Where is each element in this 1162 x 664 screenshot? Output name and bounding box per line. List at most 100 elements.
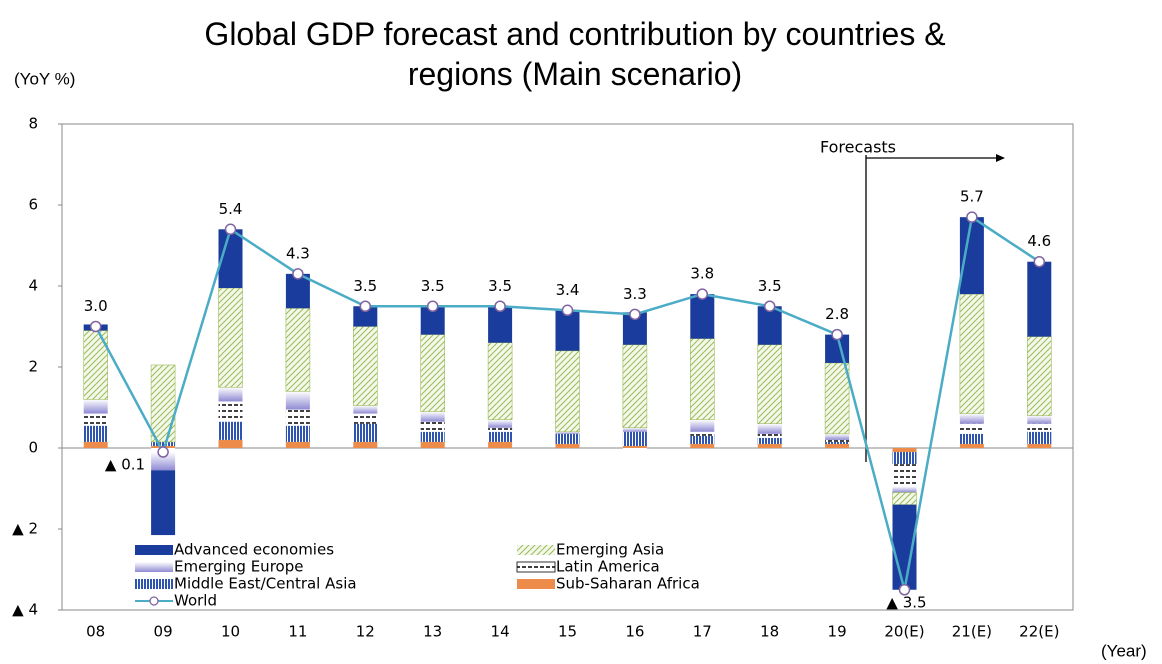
bar-segment <box>892 464 917 487</box>
x-tick-label: 17 <box>693 623 712 641</box>
y-tick-label: 2 <box>28 358 38 376</box>
bar-segment <box>218 439 243 448</box>
bar-segment <box>757 443 782 448</box>
bar-segment <box>488 306 513 343</box>
bar-segment <box>555 310 580 351</box>
data-label: 3.0 <box>84 297 108 315</box>
x-tick-label: 20(E) <box>884 623 924 641</box>
bar-segment <box>622 431 647 446</box>
bar-segment <box>555 433 580 444</box>
bar-segment <box>622 427 647 432</box>
forecast-annotation: Forecasts <box>820 138 896 157</box>
bar-segment <box>1027 423 1052 432</box>
bar-segment <box>420 411 445 422</box>
bar-segment <box>83 413 108 426</box>
x-tick-label: 09 <box>154 623 173 641</box>
bar-segment <box>959 423 984 434</box>
bar-segment <box>420 431 445 442</box>
bar-segment <box>353 405 378 414</box>
bar-segment <box>757 423 782 434</box>
bar-segment <box>757 433 782 438</box>
bar-segment <box>1027 336 1052 416</box>
bar-segment <box>218 421 243 440</box>
x-tick-label: 13 <box>423 623 442 641</box>
bar-segment <box>690 435 715 444</box>
line-marker <box>696 288 709 300</box>
bar-segment <box>353 306 378 327</box>
bar-segment <box>892 448 917 453</box>
data-label: 3.5 <box>758 277 782 295</box>
bar-segment <box>420 334 446 412</box>
bar-segment <box>218 287 243 388</box>
line-marker <box>898 584 911 596</box>
bar-segment <box>353 413 378 424</box>
x-axis-label: (Year) <box>1101 641 1147 660</box>
bar-segment <box>285 307 311 392</box>
forecast-arrowhead <box>996 154 1005 162</box>
bar-segment <box>555 443 580 448</box>
bar-segment <box>420 421 445 432</box>
line-marker <box>763 300 776 312</box>
bar-segment <box>555 431 580 434</box>
bar-segment <box>892 452 917 465</box>
chart-title: Global GDP forecast and contribution by … <box>204 16 946 92</box>
bar-segment <box>757 344 783 425</box>
bar-segment <box>892 486 917 493</box>
line-marker <box>224 223 237 236</box>
line-marker <box>629 308 641 321</box>
bar-segment <box>825 433 850 440</box>
bar-segment <box>690 294 715 339</box>
line-marker <box>1033 255 1046 268</box>
line-marker <box>157 446 169 458</box>
bar-segment <box>420 441 445 448</box>
data-label: 3.8 <box>690 265 714 283</box>
bar-segment <box>488 419 513 428</box>
data-label: ▲ 3.5 <box>886 593 926 611</box>
bar-segment <box>892 492 917 505</box>
legend-label: Advanced economies <box>174 541 334 559</box>
bar-segment <box>83 441 108 448</box>
bar-segment <box>690 443 715 448</box>
bar-segment <box>757 437 782 444</box>
x-tick-label: 12 <box>356 623 375 641</box>
data-label: 4.6 <box>1027 232 1051 250</box>
line-marker <box>292 268 304 280</box>
bar-segment <box>285 391 310 410</box>
x-tick-label: 21(E) <box>952 623 992 641</box>
line-marker <box>494 300 506 312</box>
bar-segment <box>959 413 984 424</box>
line-marker <box>561 304 574 317</box>
y-tick-label: ▲ 4 <box>12 601 38 619</box>
bar-segment <box>150 364 176 443</box>
bar-segment <box>353 441 378 448</box>
bar-segment <box>285 441 310 448</box>
bar-segment <box>959 443 984 448</box>
data-label: ▲ 0.1 <box>105 456 145 474</box>
bar-segment <box>824 362 850 435</box>
legend-label: World <box>174 592 217 610</box>
bar-segment <box>825 439 850 442</box>
line-marker <box>831 328 843 341</box>
bar-segment <box>690 419 715 432</box>
bar-segment <box>622 344 648 429</box>
bar-segment <box>151 470 176 536</box>
data-label: 5.4 <box>219 200 243 218</box>
legend-label: Latin America <box>556 558 660 576</box>
y-tick-label: 8 <box>28 115 38 133</box>
legend-swatch <box>517 579 555 589</box>
line-marker <box>966 211 978 223</box>
line-marker <box>89 320 102 333</box>
x-tick-label: 08 <box>86 623 105 641</box>
data-label: 2.8 <box>825 305 849 323</box>
data-label: 3.5 <box>421 277 445 295</box>
bar-segment <box>959 293 985 414</box>
x-tick-label: 16 <box>625 623 644 641</box>
bar-segment <box>825 443 850 448</box>
bar-segment <box>218 387 243 402</box>
bar-segment <box>959 433 984 444</box>
bar-segment <box>757 306 782 345</box>
x-tick-label: 14 <box>491 623 510 641</box>
bar-segment <box>1027 443 1052 448</box>
